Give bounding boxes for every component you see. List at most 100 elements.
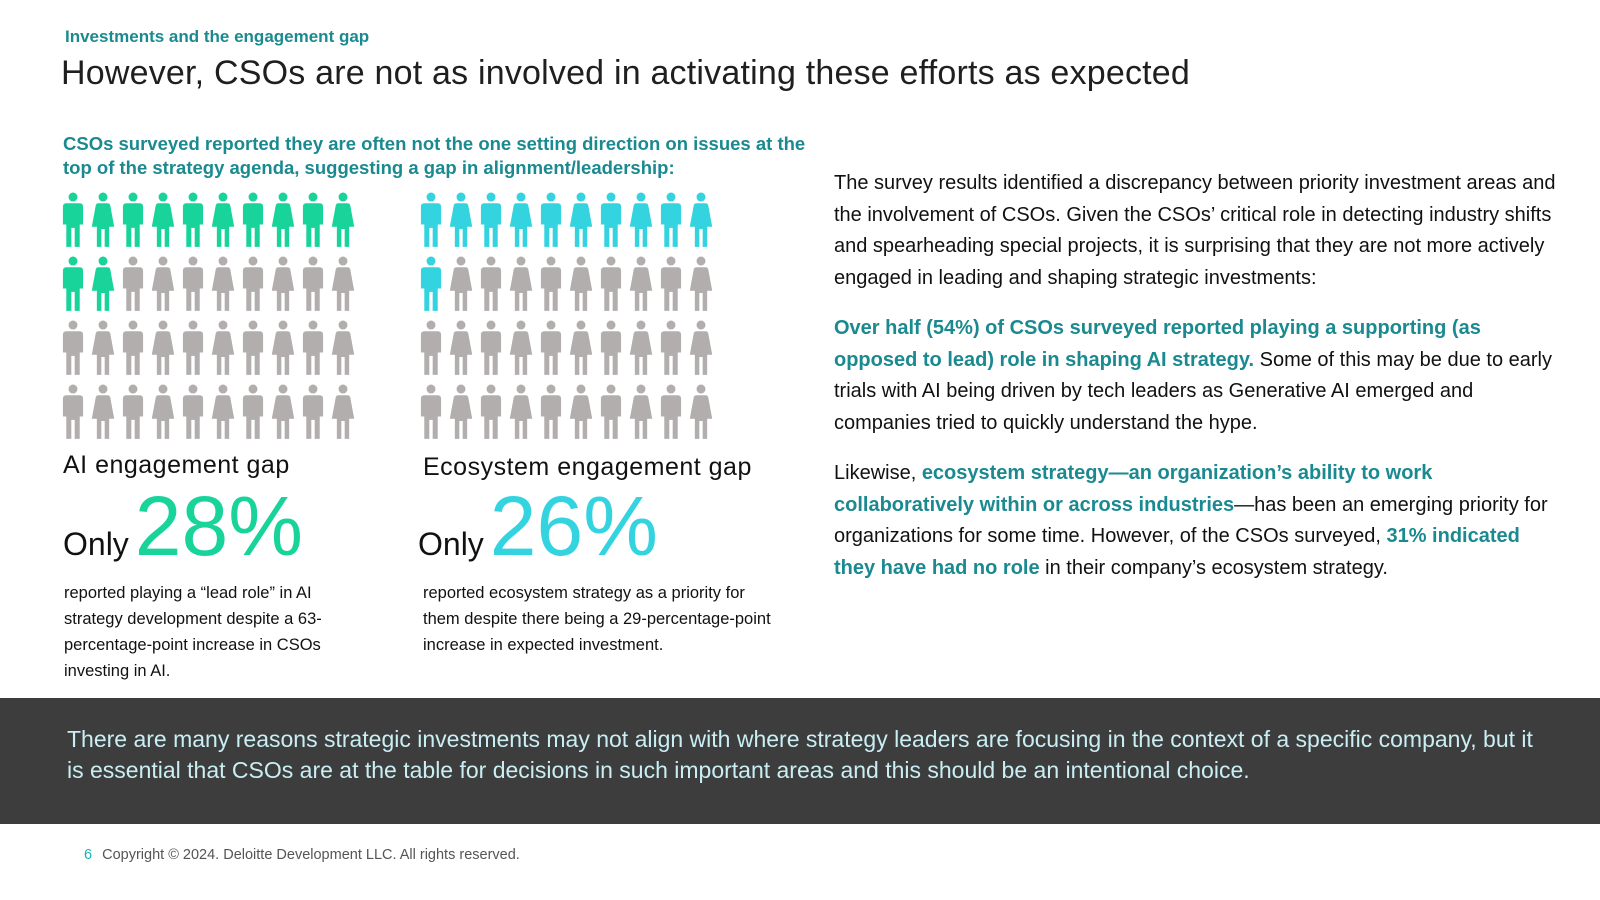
ecosystem-person-icon [509,256,533,311]
ai-only-text: Only [63,526,129,562]
ecosystem-person-icon-highlighted [420,256,442,311]
page-number: 6 [84,847,93,863]
ecosystem-people-grid [416,192,716,448]
ecosystem-person-icon-highlighted [660,192,682,247]
ecosystem-gap-label: Ecosystem engagement gap [423,453,752,481]
ai-person-icon-highlighted [271,192,295,247]
ecosystem-person-icon [569,256,593,311]
ecosystem-person-icon [629,384,653,439]
ai-person-icon [331,320,355,375]
ai-person-icon-highlighted [331,192,355,247]
ai-person-icon [122,256,144,311]
ai-person-icon-highlighted [182,192,204,247]
ecosystem-person-icon [689,256,713,311]
paragraph-3-start: Likewise, [834,462,922,484]
ai-person-icon-highlighted [211,192,235,247]
ai-person-icon-highlighted [151,192,175,247]
right-column-text: The survey results identified a discrepa… [834,168,1564,603]
paragraph-1: The survey results identified a discrepa… [834,172,1556,289]
ai-person-icon [271,384,295,439]
paragraph-2-body: Some of this may be due to early trials … [834,348,1552,434]
paragraph-3-end: in their company’s ecosystem strategy. [1039,556,1388,579]
ai-person-icon [91,384,115,439]
ecosystem-gap-percent: 26% [489,479,658,573]
ai-people-grid [58,192,358,448]
ai-gap-description: reported playing a “lead role” in AI str… [64,584,322,680]
section-eyebrow: Investments and the engagement gap [65,27,370,46]
ecosystem-person-icon-highlighted [480,192,502,247]
ecosystem-person-icon [540,256,562,311]
ecosystem-person-icon [480,384,502,439]
paragraph-2: Over half (54%) of CSOs surveyed reporte… [834,313,1564,439]
ai-person-icon-highlighted [122,192,144,247]
paragraph-3-highlight-2: 31% indicated they have had no role [834,525,1520,579]
ai-person-icon-highlighted [91,192,115,247]
ai-person-icon [331,384,355,439]
ai-person-icon [62,320,84,375]
ecosystem-person-icon-highlighted [540,192,562,247]
ai-gap-percent: 28% [134,479,303,573]
ecosystem-person-icon-highlighted [629,192,653,247]
ai-person-icon [91,320,115,375]
ai-person-icon [151,320,175,375]
ecosystem-gap-description: reported ecosystem strategy as a priorit… [423,584,771,654]
ecosystem-person-icon [600,384,622,439]
ecosystem-person-icon [420,320,442,375]
ai-person-icon [211,256,235,311]
ai-gap-stat: Only 28% [63,484,303,568]
ecosystem-person-icon-highlighted [600,192,622,247]
ecosystem-person-icon [569,320,593,375]
infographic-subhead: CSOs surveyed reported they are often no… [63,133,806,178]
ecosystem-person-icon [689,320,713,375]
ai-person-icon [62,384,84,439]
ecosystem-person-icon [540,320,562,375]
ecosystem-person-icon [449,320,473,375]
ecosystem-person-icon [480,256,502,311]
ai-person-icon [122,320,144,375]
ecosystem-person-icon-highlighted [569,192,593,247]
ai-person-icon [302,320,324,375]
callout-banner-text: There are many reasons strategic investm… [67,726,1533,783]
ecosystem-person-icon-highlighted [449,192,473,247]
ai-person-icon-highlighted [302,192,324,247]
ai-person-icon [211,384,235,439]
ai-person-icon [271,320,295,375]
ecosystem-person-icon [509,320,533,375]
ecosystem-person-icon [629,320,653,375]
ecosystem-person-icon [660,384,682,439]
ecosystem-person-icon [569,384,593,439]
ai-person-icon [271,256,295,311]
ecosystem-only-text: Only [418,526,484,562]
ecosystem-gap-stat: Only 26% [418,484,658,568]
ai-person-icon-highlighted [242,192,264,247]
page-title: However, CSOs are not as involved in act… [61,54,1191,92]
paragraph-3-mid: —has been an emerging priority for organ… [834,493,1548,548]
ai-person-icon-highlighted [62,192,84,247]
ai-person-icon [331,256,355,311]
ecosystem-person-icon [600,256,622,311]
ecosystem-person-icon-highlighted [509,192,533,247]
ai-gap-label: AI engagement gap [63,451,290,479]
ecosystem-person-icon [540,384,562,439]
callout-banner: There are many reasons strategic investm… [0,698,1600,824]
paragraph-3-highlight-1: ecosystem strategy—an organization’s abi… [834,462,1433,516]
ecosystem-person-icon [420,384,442,439]
copyright-text: Copyright © 2024. Deloitte Development L… [102,847,520,863]
ai-person-icon-highlighted [91,256,115,311]
ecosystem-person-icon-highlighted [420,192,442,247]
ecosystem-person-icon-highlighted [689,192,713,247]
ai-person-icon [182,320,204,375]
ai-person-icon [182,384,204,439]
paragraph-2-highlight: Over half (54%) of CSOs surveyed reporte… [834,317,1481,371]
ecosystem-person-icon [449,384,473,439]
ai-person-icon [242,320,264,375]
ecosystem-person-icon [660,256,682,311]
ai-person-icon [302,256,324,311]
ecosystem-person-icon [449,256,473,311]
ai-person-icon [242,256,264,311]
paragraph-3: Likewise, ecosystem strategy—an organiza… [834,458,1564,584]
ai-person-icon-highlighted [62,256,84,311]
footer: 6 Copyright © 2024. Deloitte Development… [84,847,520,863]
ai-person-icon [211,320,235,375]
ai-person-icon [242,384,264,439]
